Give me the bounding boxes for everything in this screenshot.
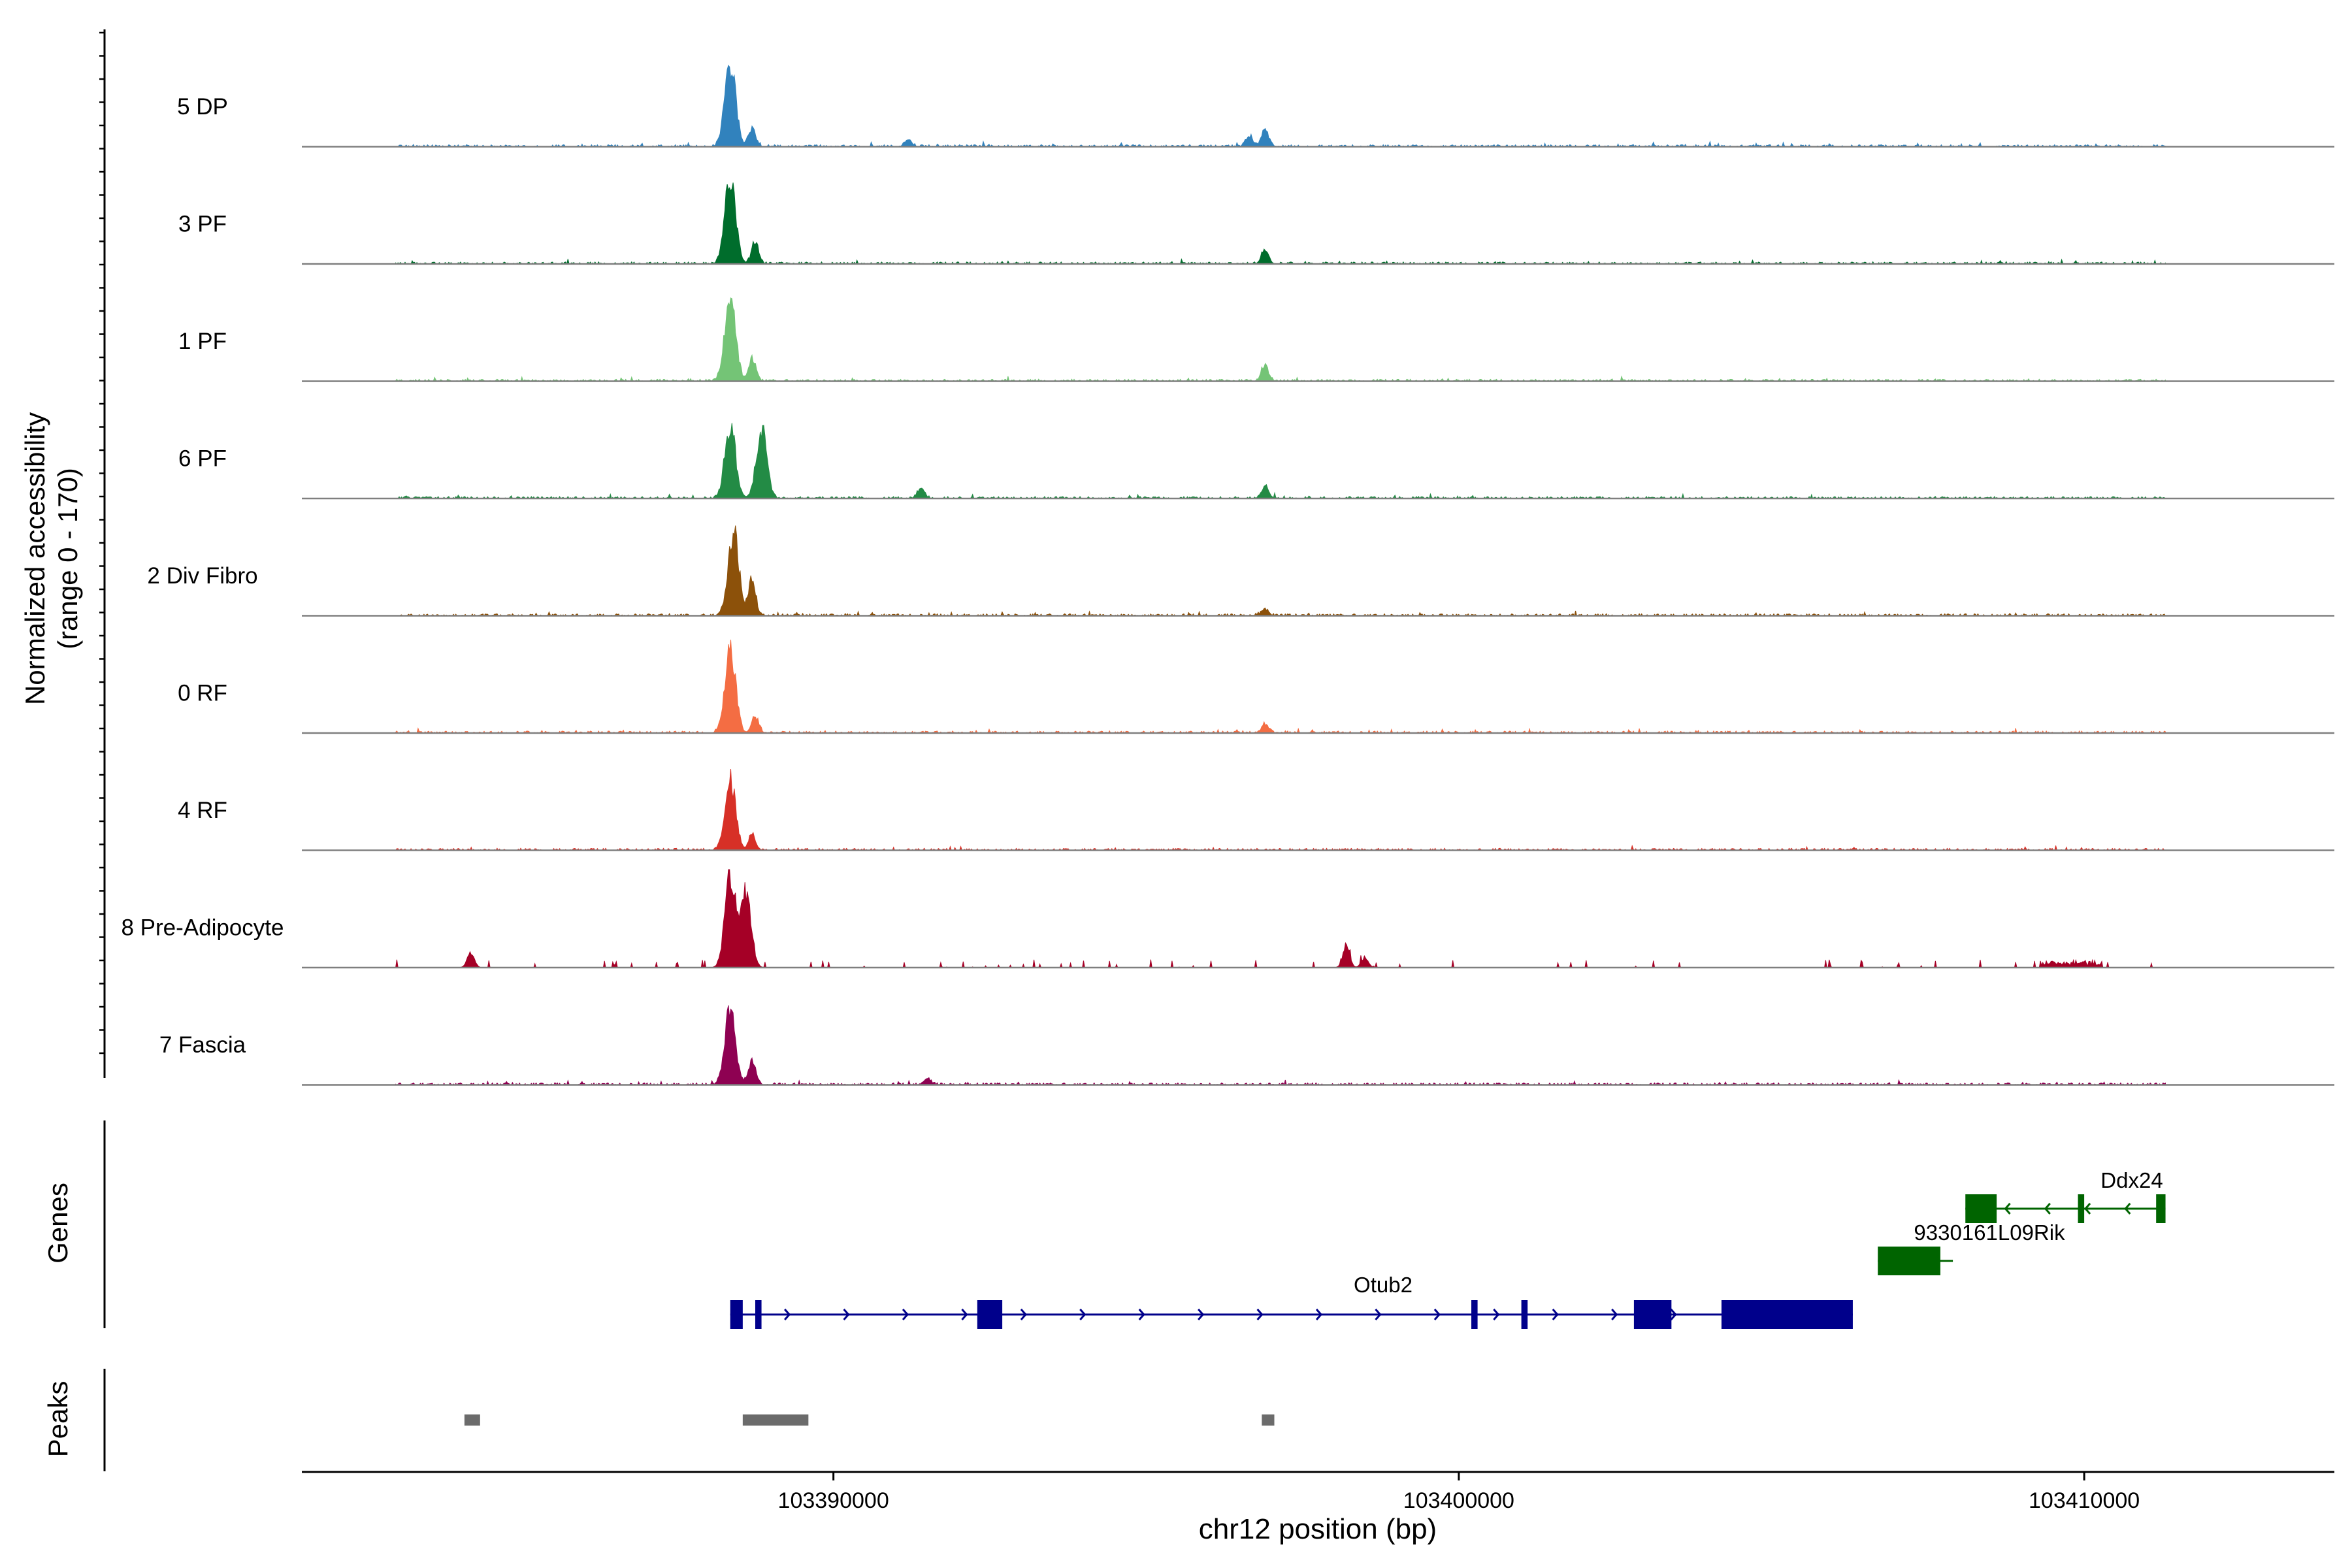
track-label: 5 DP xyxy=(177,94,228,120)
track-7: 4 RF xyxy=(178,769,2334,851)
coverage-area xyxy=(395,182,2166,265)
peak-region xyxy=(742,1414,809,1426)
gene-annotations: Otub2 9330161L09Rik Ddx24 xyxy=(730,1168,2166,1329)
x-tick-label: 103390000 xyxy=(778,1488,889,1513)
strand-arrow xyxy=(2124,1203,2131,1215)
strand-arrow xyxy=(1079,1309,1086,1320)
track-label: 7 Fascia xyxy=(159,1032,246,1058)
gene-exon xyxy=(1633,1300,1672,1329)
track-3: 1 PF xyxy=(178,297,2334,382)
track-label: 8 Pre-Adipocyte xyxy=(121,915,284,940)
strand-arrow xyxy=(1198,1309,1205,1320)
strand-arrow xyxy=(1493,1309,1500,1320)
x-tick-label: 103400000 xyxy=(1403,1488,1514,1513)
strand-arrow xyxy=(902,1309,909,1320)
gene-exon xyxy=(730,1300,743,1329)
strand-arrow xyxy=(1552,1309,1559,1320)
gene-exon xyxy=(977,1300,1003,1329)
strand-arrow xyxy=(843,1309,850,1320)
coverage-area xyxy=(395,769,2166,851)
strand-arrow xyxy=(1670,1309,1677,1320)
track-5: 2 Div Fibro xyxy=(147,525,2334,617)
x-axis-title: chr12 position (bp) xyxy=(1199,1513,1437,1545)
peak-region xyxy=(1262,1414,1275,1426)
gene-exon xyxy=(1521,1300,1528,1329)
coverage-tracks: 5 DP 3 PF 1 PF 6 PF 2 Div Fibro 0 RF 4 RF 8 Pre… xyxy=(121,65,2334,1086)
coverage-axis-ticks xyxy=(99,31,105,1054)
track-label: 3 PF xyxy=(178,211,227,237)
gene-otub2: Otub2 xyxy=(730,1273,1853,1329)
strand-arrow xyxy=(784,1309,791,1320)
coverage-area xyxy=(395,869,2166,968)
y-axis-title: Normalized accessibility (range 0 - 170) xyxy=(20,412,83,705)
peaks-row-label: Peaks xyxy=(42,1381,73,1458)
coverage-area xyxy=(395,1005,2166,1086)
strand-arrow xyxy=(2044,1203,2051,1215)
genes-row-label: Genes xyxy=(42,1183,73,1264)
gene-exon xyxy=(1878,1247,1940,1275)
track-2: 3 PF xyxy=(178,182,2334,265)
strand-arrow xyxy=(1611,1309,1618,1320)
track-9: 7 Fascia xyxy=(159,1005,2334,1086)
gene-9330161l09rik: 9330161L09Rik xyxy=(1878,1220,2065,1275)
peak-regions xyxy=(464,1414,1275,1426)
track-label: 6 PF xyxy=(178,446,227,471)
track-1: 5 DP xyxy=(177,65,2334,148)
coverage-area xyxy=(395,525,2166,617)
y-axis-title-line2: (range 0 - 170) xyxy=(52,468,83,649)
track-label: 1 PF xyxy=(178,329,227,354)
gene-ddx24: Ddx24 xyxy=(1965,1168,2166,1223)
coverage-area xyxy=(395,297,2166,382)
gene-label: 9330161L09Rik xyxy=(1914,1220,2065,1245)
gene-label: Ddx24 xyxy=(2100,1168,2163,1192)
strand-arrow xyxy=(1256,1309,1264,1320)
track-label: 4 RF xyxy=(178,798,227,823)
strand-arrow xyxy=(1315,1309,1323,1320)
track-6: 0 RF xyxy=(178,640,2334,734)
strand-arrow xyxy=(961,1309,968,1320)
y-axis-title-line1: Normalized accessibility xyxy=(20,412,50,705)
strand-arrow xyxy=(2084,1203,2091,1215)
track-label: 0 RF xyxy=(178,680,227,706)
gene-exon xyxy=(2156,1194,2166,1223)
strand-arrow xyxy=(1138,1309,1145,1320)
peak-region xyxy=(464,1414,480,1426)
gene-exon xyxy=(1721,1300,1853,1329)
strand-arrow xyxy=(1020,1309,1027,1320)
coverage-area xyxy=(395,423,2166,500)
coverage-area xyxy=(395,640,2166,734)
gene-exon xyxy=(1471,1300,1478,1329)
strand-arrow xyxy=(1433,1309,1441,1320)
strand-arrow xyxy=(1375,1309,1382,1320)
track-8: 8 Pre-Adipocyte xyxy=(121,869,2334,969)
track-4: 6 PF xyxy=(178,423,2334,500)
gene-exon xyxy=(1965,1194,1997,1223)
track-label: 2 Div Fibro xyxy=(147,563,257,589)
x-tick-label: 103410000 xyxy=(2029,1488,2140,1513)
coverage-area xyxy=(395,65,2166,148)
x-axis-ticks: 103390000 103400000 103410000 xyxy=(778,1472,2140,1513)
gene-exon xyxy=(2078,1194,2085,1223)
gene-exon xyxy=(755,1300,762,1329)
gene-label: Otub2 xyxy=(1354,1273,1413,1297)
strand-arrow xyxy=(2004,1203,2011,1215)
